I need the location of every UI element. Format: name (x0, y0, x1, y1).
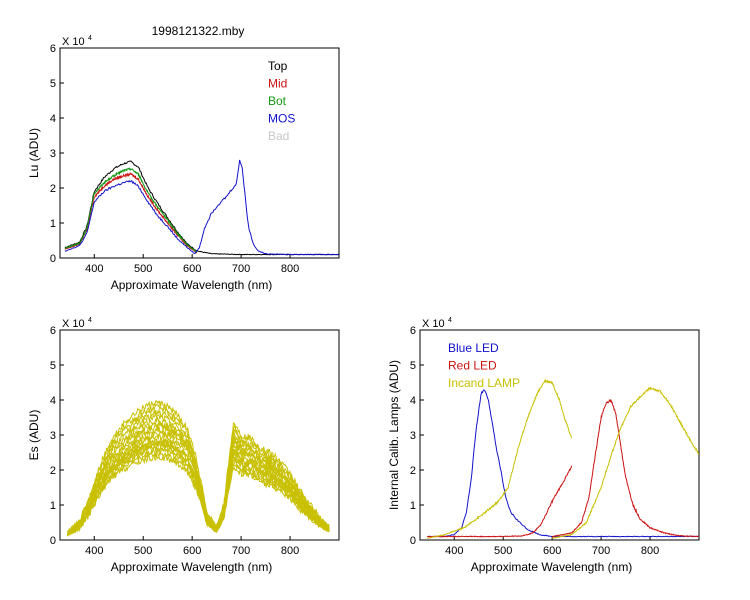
x-tick-label: 600 (183, 263, 201, 275)
y-tick-label: 5 (50, 360, 56, 372)
x-tick-label: 400 (85, 263, 103, 275)
y-axis-label: Lu (ADU) (27, 128, 41, 178)
x-tick-label: 400 (85, 545, 103, 557)
y-exponent-superscript: 4 (448, 317, 452, 324)
y-tick-label: 2 (50, 183, 56, 195)
y-tick-label: 0 (50, 535, 56, 547)
x-tick-label: 600 (543, 545, 561, 557)
lu-series-line (64, 167, 198, 253)
legend-entry: Red LED (448, 359, 497, 373)
y-exponent-label: X 10 (62, 36, 85, 48)
y-tick-label: 3 (410, 430, 416, 442)
y-axis-label: Internal Calib. Lamps (ADU) (387, 360, 401, 510)
legend-entry: Mid (268, 77, 287, 91)
y-tick-label: 5 (50, 78, 56, 90)
legend-entry: Blue LED (448, 341, 499, 355)
lu-series-line (64, 160, 339, 256)
x-tick-label: 400 (445, 545, 463, 557)
es-series-line (66, 400, 330, 533)
y-tick-label: 6 (50, 325, 56, 337)
y-tick-label: 5 (410, 360, 416, 372)
y-exponent-label: X 10 (422, 318, 445, 330)
x-tick-label: 700 (592, 545, 610, 557)
lamps-series-line (427, 465, 573, 538)
lu-series-line (64, 172, 198, 254)
x-axis-label: Approximate Wavelength (nm) (111, 278, 273, 292)
x-axis-label: Approximate Wavelength (nm) (111, 560, 273, 574)
x-tick-label: 800 (281, 545, 299, 557)
x-tick-label: 500 (134, 263, 152, 275)
y-tick-label: 1 (50, 500, 56, 512)
x-axis-label: Approximate Wavelength (nm) (471, 560, 633, 574)
legend-entry: Top (268, 59, 288, 73)
y-tick-label: 1 (50, 218, 56, 230)
es-series-line (66, 443, 330, 536)
legend-entry: Incand LAMP (448, 376, 520, 390)
lamps-series-line (427, 378, 573, 539)
lamps-series-line (551, 386, 699, 539)
figure-title: 1998121322.mby (152, 24, 245, 38)
x-tick-label: 800 (641, 545, 659, 557)
y-exponent-label: X 10 (62, 318, 85, 330)
legend-entry: Bad (268, 129, 289, 143)
y-exponent-superscript: 4 (88, 35, 92, 42)
es-series-line (67, 438, 330, 535)
y-tick-label: 4 (50, 113, 56, 125)
y-tick-label: 4 (50, 395, 56, 407)
legend-entry: Bot (268, 94, 287, 108)
x-tick-label: 500 (134, 545, 152, 557)
y-tick-label: 2 (410, 465, 416, 477)
legend-entry: MOS (268, 112, 295, 126)
x-tick-label: 800 (281, 263, 299, 275)
y-tick-label: 4 (410, 395, 416, 407)
y-tick-label: 6 (410, 325, 416, 337)
y-tick-label: 6 (50, 43, 56, 55)
y-tick-label: 2 (50, 465, 56, 477)
x-tick-label: 700 (232, 545, 250, 557)
lamps-series-line (551, 398, 699, 538)
x-tick-label: 500 (494, 545, 512, 557)
y-tick-label: 0 (410, 535, 416, 547)
lu-series-line (64, 159, 339, 256)
y-tick-label: 3 (50, 148, 56, 160)
x-tick-label: 700 (232, 263, 250, 275)
y-tick-label: 0 (50, 253, 56, 265)
y-tick-label: 3 (50, 430, 56, 442)
x-tick-label: 600 (183, 545, 201, 557)
y-axis-label: Es (ADU) (27, 410, 41, 461)
y-exponent-superscript: 4 (88, 317, 92, 324)
y-tick-label: 1 (410, 500, 416, 512)
lu-plot-frame (59, 47, 340, 259)
